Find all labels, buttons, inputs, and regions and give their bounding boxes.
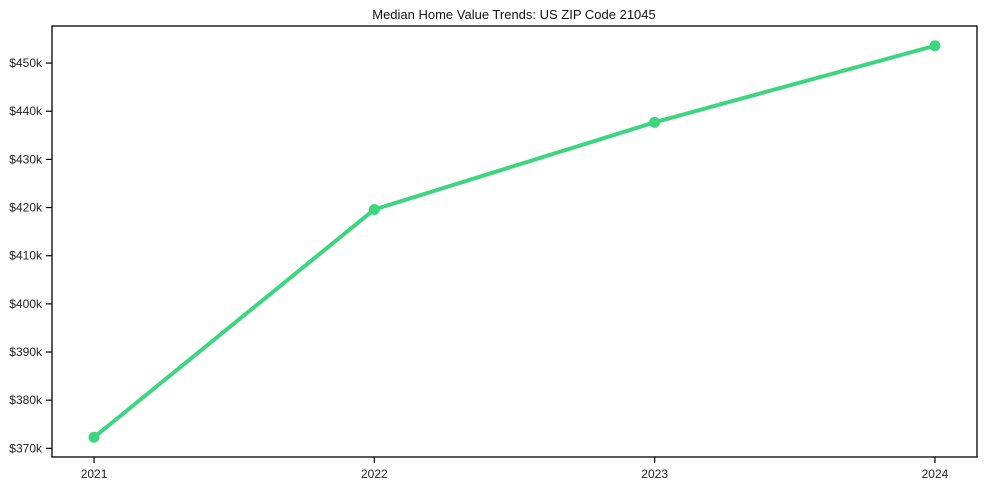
chart-title: Median Home Value Trends: US ZIP Code 21… [372, 7, 656, 22]
y-tick-label: $410k [9, 249, 43, 263]
y-tick-label: $380k [9, 393, 43, 407]
y-tick-label: $400k [9, 297, 43, 311]
trend-line [92, 43, 937, 440]
data-point [649, 116, 661, 128]
x-tick-label: 2024 [922, 467, 949, 481]
x-tick-label: 2023 [641, 467, 668, 481]
y-tick-label: $430k [9, 152, 43, 166]
plot-frame [51, 25, 978, 458]
data-point [88, 431, 100, 443]
data-point [368, 203, 380, 215]
x-tick-label: 2022 [361, 467, 388, 481]
y-tick-label: $420k [9, 201, 43, 215]
y-tick-label: $370k [9, 441, 43, 455]
y-tick-label: $390k [9, 345, 43, 359]
y-tick-label: $450k [9, 56, 43, 70]
data-point [929, 40, 941, 52]
x-tick-label: 2021 [81, 467, 108, 481]
y-tick-label: $440k [9, 104, 43, 118]
